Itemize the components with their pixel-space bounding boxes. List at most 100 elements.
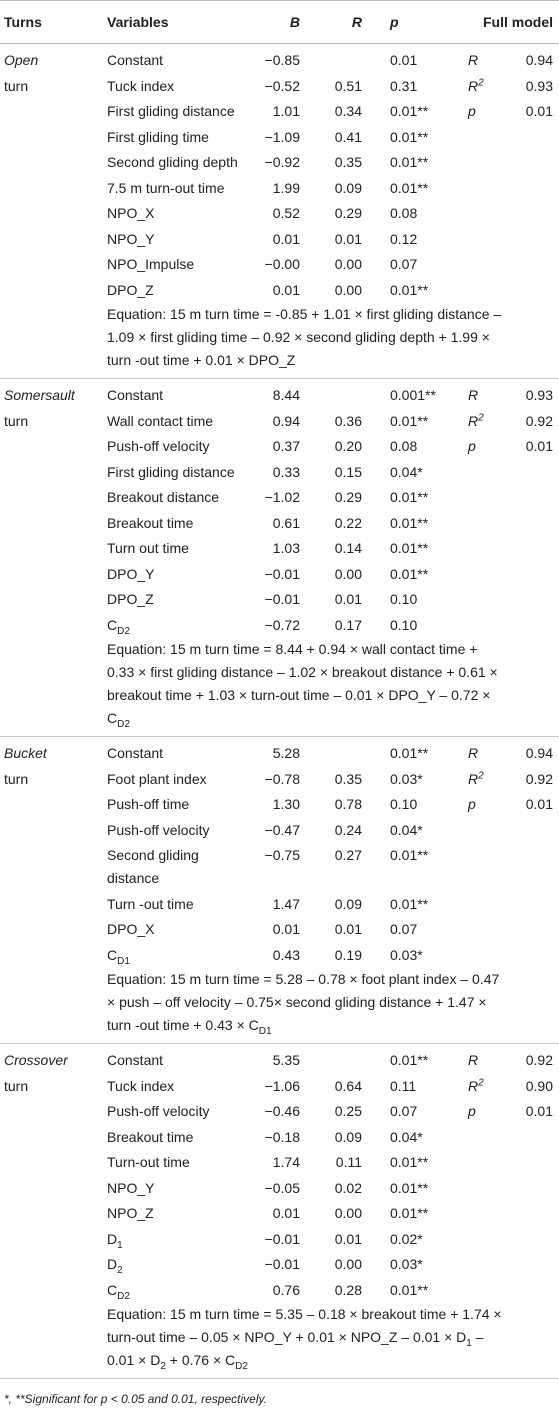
b-value: −0.47 (264, 821, 300, 838)
b-value: 0.52 (272, 205, 300, 221)
p-value: 0.02* (390, 1230, 423, 1247)
equation-text: Equation: 15 m turn time = 8.44 + 0.94 ×… (107, 641, 478, 657)
equation-sub: D2 (117, 718, 130, 730)
variable: Constant (107, 741, 163, 767)
variable-text: NPO_Y (107, 1179, 155, 1196)
b-value: 0.94 (272, 412, 300, 429)
variable: Tuck index (107, 74, 174, 100)
model-stat: R2 (468, 74, 484, 100)
p-value: 0.01** (390, 847, 429, 863)
b-value: 1.99 (272, 179, 300, 196)
b-value: −0.92 (264, 154, 300, 170)
variable: Turn -out time (107, 892, 194, 918)
r-value: 0.00 (334, 1205, 362, 1221)
b-value: 0.33 (272, 463, 300, 480)
p-value: 0.04* (390, 463, 423, 480)
model-value: 0.92 (525, 412, 553, 429)
table-row: Second gliding distance −0.75 0.27 0.01** (0, 843, 559, 892)
r-value: 0.35 (334, 770, 362, 787)
b-value: −1.02 (264, 489, 300, 505)
variable-text: Breakout time (107, 514, 194, 531)
p-value: 0.01** (390, 489, 429, 505)
variable-text: First gliding time (107, 128, 209, 145)
b-value: 1.03 (272, 540, 300, 556)
b-value: −0.85 (264, 52, 300, 68)
equation-text: turn -out time + 0.43 × C (107, 1017, 259, 1033)
table-row: First gliding distance 0.33 0.15 0.04* (0, 460, 559, 486)
r-value: 0.02 (334, 1179, 362, 1196)
equation-sub: D2 (235, 1360, 248, 1372)
variable: CD1 (107, 943, 130, 969)
b-value: −0.75 (264, 847, 300, 863)
variable: Second gliding depth (107, 150, 238, 176)
variable: D2 (107, 1252, 123, 1278)
variable-text-sub: D2 (117, 1290, 130, 1302)
variable-text: DPO_X (107, 921, 155, 937)
p-value: 0.01** (390, 154, 429, 170)
header-cell: Turns (4, 14, 42, 30)
r-value: 0.24 (334, 821, 362, 838)
variable-text: First gliding distance (107, 103, 235, 119)
variable-text: NPO_Impulse (107, 256, 195, 272)
variable: Breakout time (107, 511, 193, 537)
p-value: 0.11 (390, 1077, 417, 1094)
model-value: 0.94 (525, 745, 553, 761)
model-stat: R (468, 383, 478, 409)
model-value: 0.92 (525, 770, 553, 787)
turn-name: turn (4, 412, 29, 429)
model-stat: p (468, 434, 476, 460)
b-value: 0.37 (272, 438, 300, 454)
b-value: −0.05 (264, 1179, 300, 1196)
equation-line: 1.09 × first gliding time – 0.92 × secon… (0, 326, 559, 349)
table-row: turn Tuck index −0.52 0.51 0.31 R2 0.93 (0, 74, 559, 100)
p-value: 0.01** (390, 1205, 429, 1221)
variable: Turn out time (107, 536, 189, 562)
p-value: 0.01** (390, 1179, 429, 1196)
p-value: 0.01** (390, 412, 429, 429)
r-value: 0.09 (334, 179, 362, 196)
variable-text: Push-off velocity (107, 821, 210, 838)
variable: Foot plant index (107, 767, 207, 793)
model-value: 0.01 (525, 1103, 553, 1119)
p-value: 0.08 (390, 438, 418, 454)
variable-text: Turn-out time (107, 1154, 190, 1170)
r-value: 0.00 (334, 281, 362, 298)
variable: NPO_Y (107, 227, 154, 253)
model-value: 0.01 (525, 796, 553, 812)
variable: D1 (107, 1227, 123, 1253)
b-value: −0.01 (264, 1230, 300, 1247)
table-row: CD1 0.43 0.19 0.03* (0, 943, 559, 969)
r-value: 0.29 (334, 489, 362, 505)
b-value: −0.18 (264, 1128, 300, 1145)
model-stat-text: R (468, 745, 479, 761)
variable-text: C (107, 616, 118, 633)
r-value: 0.00 (334, 256, 362, 272)
variable: Breakout time (107, 1125, 193, 1151)
r-value: 0.19 (334, 946, 362, 963)
turn-name: turn (4, 77, 29, 94)
table-row: D2 −0.01 0.00 0.03* (0, 1252, 559, 1278)
model-stat-text: R (468, 1052, 479, 1068)
table-row: Turn -out time 1.47 0.09 0.01** (0, 892, 559, 918)
p-value: 0.01** (390, 514, 429, 531)
table-row: DPO_Y −0.01 0.00 0.01** (0, 562, 559, 588)
variable: CD2 (107, 613, 130, 639)
variable: Second gliding distance (107, 844, 199, 890)
b-value: 1.47 (272, 895, 300, 912)
p-value: 0.01** (390, 565, 429, 582)
variable: DPO_X (107, 917, 154, 943)
variable: Wall contact time (107, 409, 213, 435)
variable-text: Second gliding depth (107, 154, 238, 170)
r-value: 0.14 (334, 540, 362, 556)
turn-group: Open Constant −0.85 0.01 R 0.94 turn Tuck index… (0, 44, 559, 379)
equation-text: turn-out time – 0.05 × NPO_Y + 0.01 × NP… (107, 1329, 467, 1345)
variable-text: Push-off velocity (107, 1103, 210, 1119)
b-value: 5.28 (272, 745, 300, 761)
variable: Push-off velocity (107, 818, 209, 844)
p-value: 0.10 (390, 591, 418, 607)
r-value: 0.09 (334, 895, 362, 912)
equation-sub: D1 (258, 1025, 272, 1037)
equation-line: CD2 (0, 707, 559, 730)
variable-text: D (107, 1230, 118, 1247)
b-value: −0.01 (264, 1256, 300, 1272)
